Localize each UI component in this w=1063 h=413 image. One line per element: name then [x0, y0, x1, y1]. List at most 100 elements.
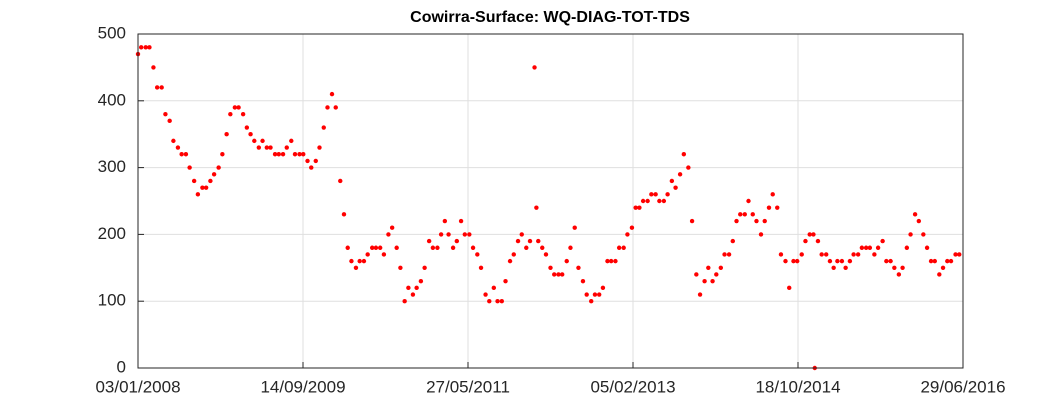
point: [220, 152, 225, 157]
point: [487, 299, 492, 304]
x-tick-label: 05/02/2013: [590, 377, 675, 396]
point: [673, 185, 678, 190]
point: [605, 258, 610, 264]
point: [462, 232, 468, 237]
point: [410, 292, 416, 297]
point: [592, 292, 598, 297]
point: [438, 232, 444, 237]
point: [730, 238, 735, 244]
point: [398, 265, 403, 270]
point: [912, 212, 918, 217]
point: [633, 205, 638, 210]
point: [694, 272, 699, 277]
point: [540, 245, 545, 250]
x-tick-label: 14/09/2009: [260, 377, 345, 396]
point: [499, 299, 504, 304]
point: [289, 138, 294, 144]
point: [470, 245, 476, 250]
point: [552, 272, 557, 277]
point: [657, 198, 662, 204]
plot-frame: [137, 33, 964, 369]
point: [534, 205, 539, 210]
point: [377, 245, 383, 250]
point: [138, 45, 144, 50]
point: [381, 252, 387, 257]
point: [564, 258, 569, 264]
point: [458, 218, 464, 224]
point: [232, 105, 238, 110]
point: [787, 285, 792, 291]
point: [507, 258, 513, 264]
plot-area: [138, 34, 963, 368]
point: [309, 165, 314, 170]
point: [625, 232, 630, 237]
point: [369, 245, 375, 250]
point: [600, 285, 606, 291]
point: [203, 185, 209, 190]
point: [750, 212, 755, 217]
point: [807, 232, 812, 237]
point: [548, 265, 553, 270]
point: [843, 265, 848, 270]
point: [722, 252, 727, 257]
point: [746, 198, 751, 204]
point: [191, 178, 197, 184]
point: [248, 132, 253, 137]
point: [831, 265, 836, 270]
point: [681, 152, 687, 157]
point: [543, 252, 549, 257]
point: [621, 245, 626, 250]
point: [637, 205, 642, 210]
x-tick-label: 18/10/2014: [755, 377, 840, 396]
point: [422, 265, 427, 270]
point: [880, 238, 885, 244]
point: [345, 245, 350, 250]
point: [783, 258, 788, 264]
point: [945, 258, 950, 264]
point: [669, 178, 675, 184]
point: [734, 218, 739, 224]
point: [948, 258, 954, 264]
point: [863, 245, 869, 250]
point: [211, 172, 217, 177]
point: [928, 258, 934, 264]
point: [527, 238, 533, 244]
point: [572, 225, 577, 230]
point: [665, 192, 670, 197]
point: [365, 252, 370, 257]
point: [313, 158, 318, 164]
point: [402, 299, 407, 304]
point: [171, 138, 176, 144]
point: [940, 265, 946, 270]
point: [268, 145, 273, 150]
point: [706, 265, 711, 270]
point: [491, 285, 497, 291]
point: [524, 245, 529, 250]
point: [738, 212, 743, 217]
point: [640, 198, 646, 204]
point: [689, 218, 695, 224]
point: [333, 105, 338, 110]
point: [301, 152, 306, 157]
point: [908, 232, 913, 237]
point: [556, 272, 561, 277]
point: [677, 172, 683, 177]
point: [803, 238, 808, 244]
point: [394, 245, 399, 250]
point: [208, 178, 213, 184]
point: [770, 192, 775, 197]
point: [697, 292, 703, 297]
point: [478, 265, 484, 270]
point: [284, 145, 289, 150]
point: [766, 205, 772, 210]
point: [714, 272, 719, 277]
point: [200, 185, 205, 190]
point: [495, 299, 500, 304]
point: [195, 192, 201, 197]
point: [532, 65, 537, 70]
point: [147, 45, 152, 50]
point: [726, 252, 732, 257]
point: [338, 178, 343, 184]
point: [305, 158, 310, 164]
point: [932, 258, 937, 264]
